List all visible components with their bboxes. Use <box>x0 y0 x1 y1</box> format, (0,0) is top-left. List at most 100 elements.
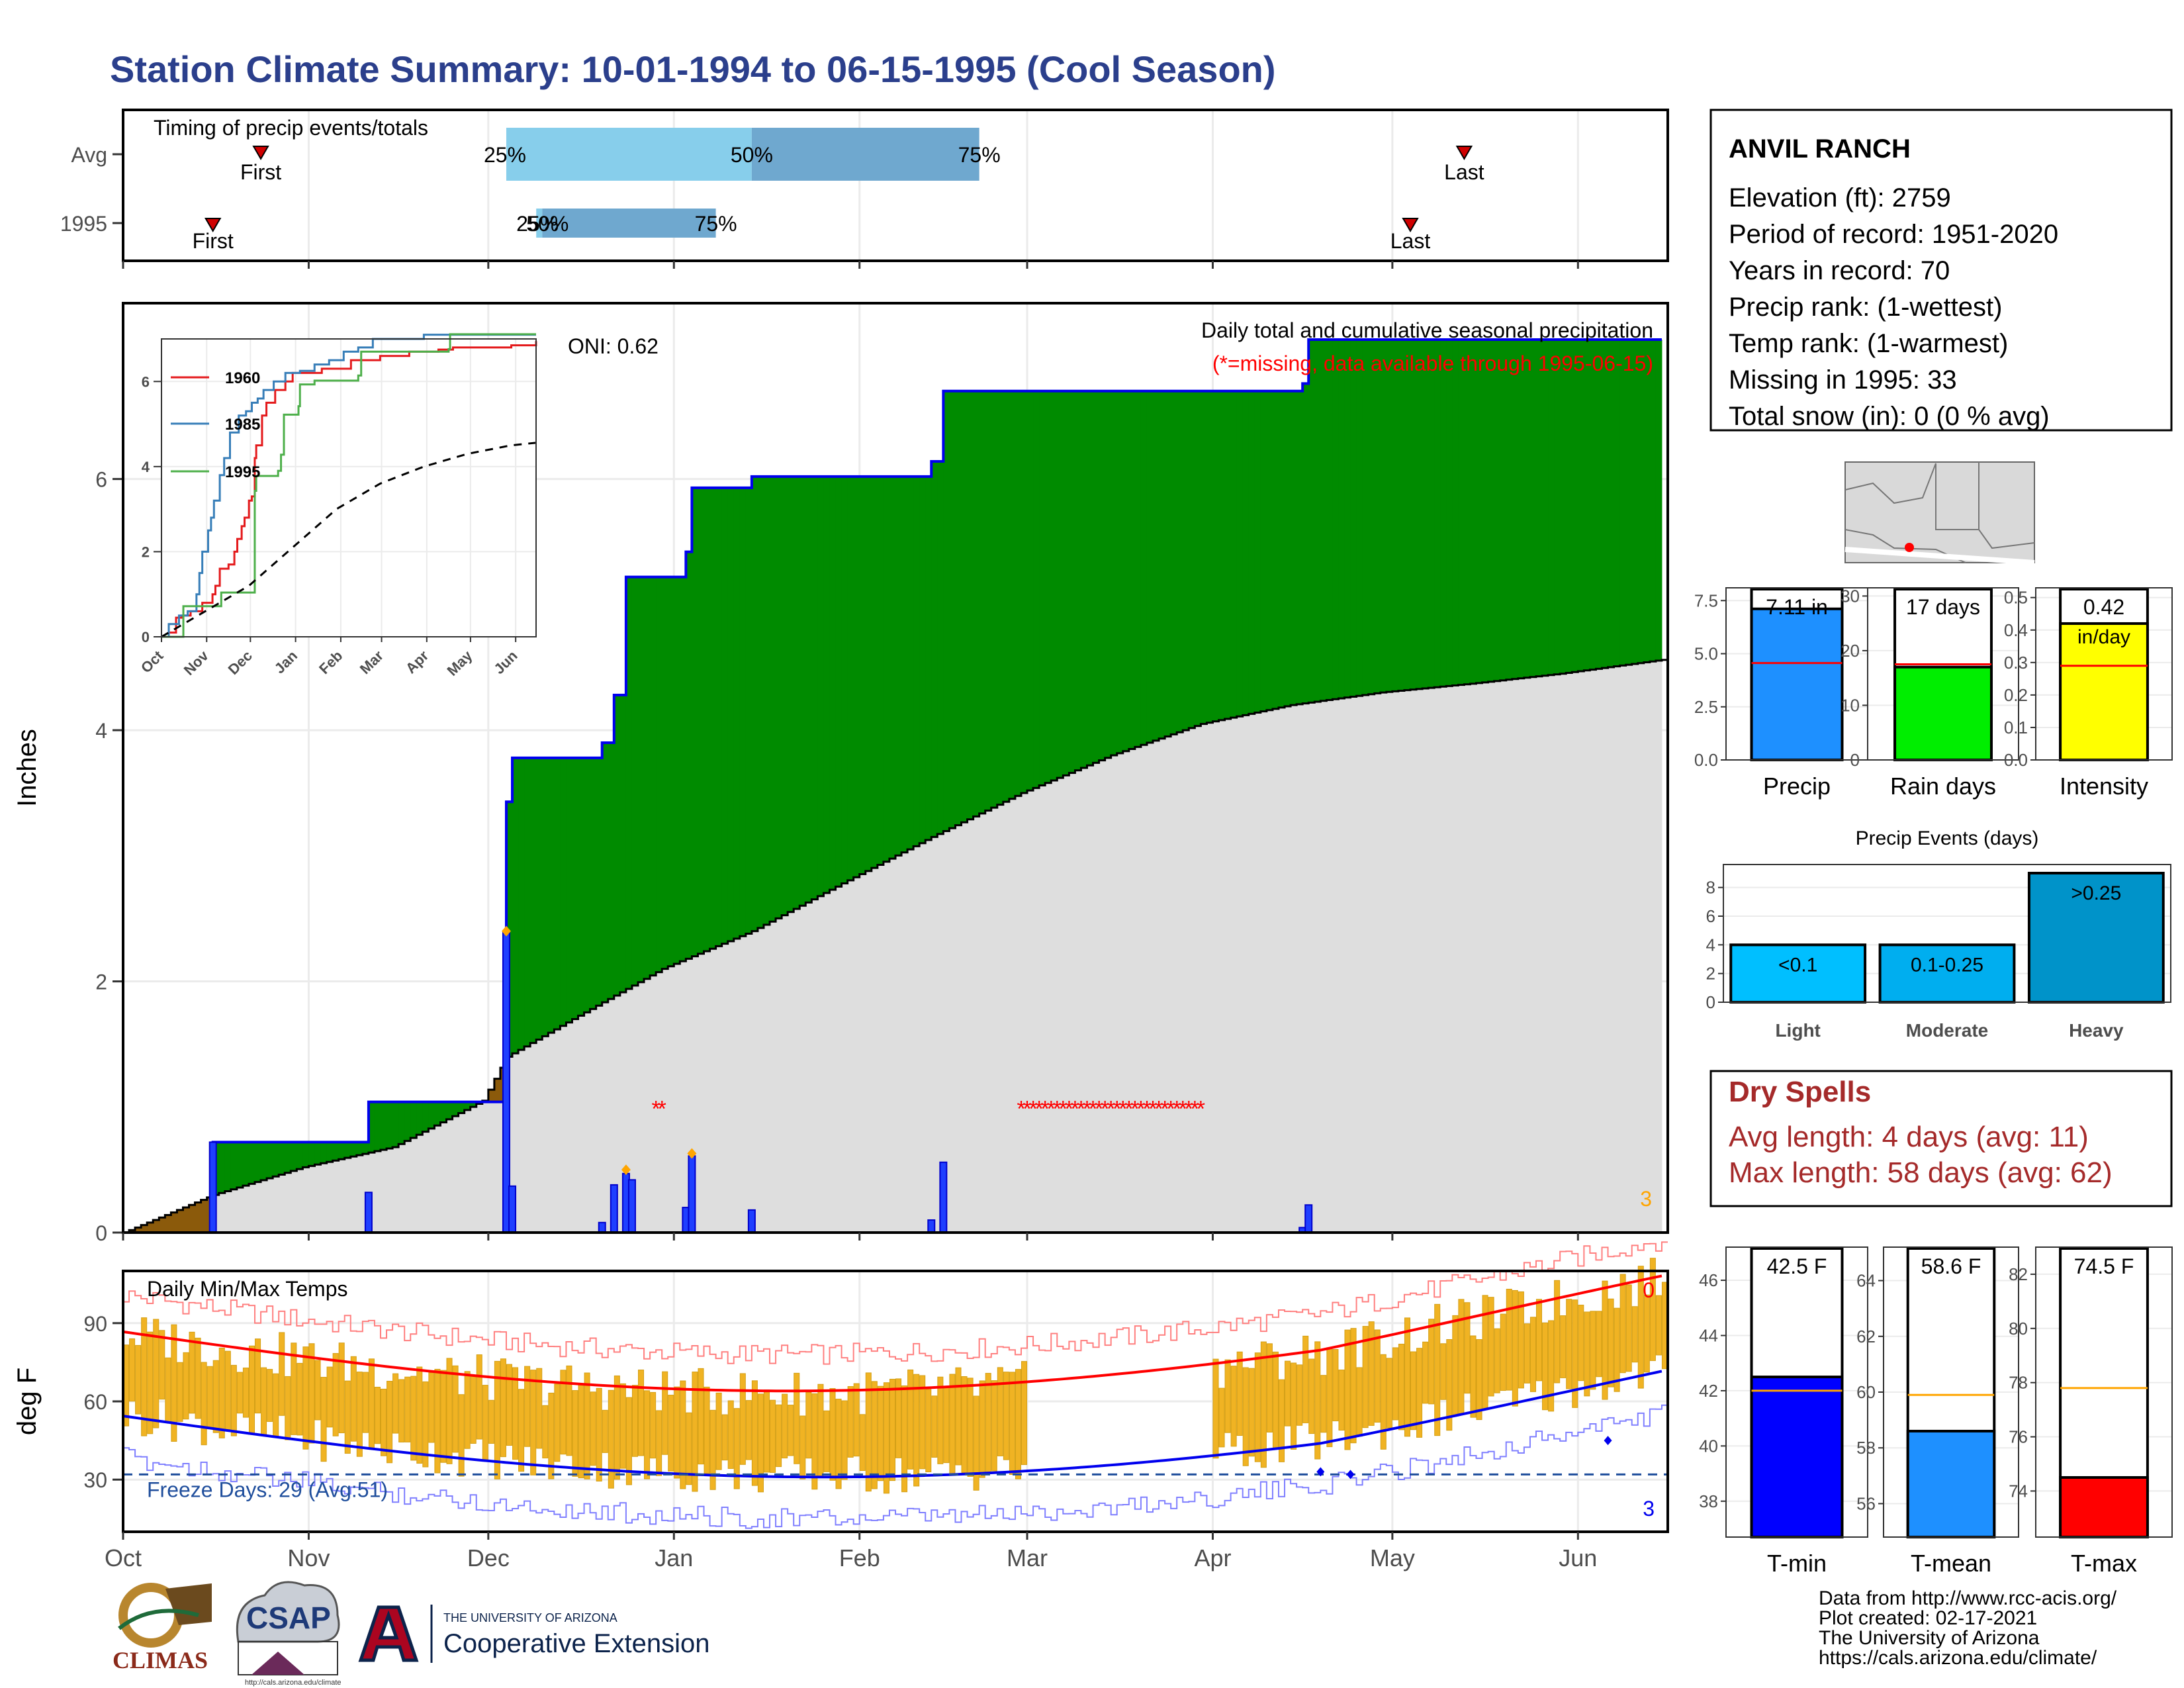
normal-fill-day <box>1165 736 1171 1233</box>
footer-line-created: Plot created: 02-17-2021 <box>1819 1607 2037 1629</box>
surplus-fill-day <box>973 391 980 817</box>
surplus-fill-day <box>757 476 764 928</box>
normal-fill-day <box>931 837 938 1233</box>
daily-temp-range-bar <box>1524 1323 1530 1383</box>
daily-precip-bar <box>508 1185 517 1234</box>
normal-fill-day <box>925 840 932 1233</box>
daily-temp-range-bar <box>1482 1295 1488 1409</box>
surplus-fill-day <box>1602 340 1609 669</box>
daily-temp-range-bar <box>919 1375 926 1470</box>
daily-temp-range-bar <box>943 1386 950 1464</box>
surplus-fill-day <box>1464 340 1471 684</box>
normal-fill-day <box>1392 691 1399 1233</box>
surplus-fill-day <box>698 487 705 954</box>
normal-fill-day <box>794 909 800 1233</box>
surplus-fill-day <box>1494 340 1501 681</box>
surplus-fill-day <box>267 1142 273 1179</box>
daily-precip-bar <box>939 1161 948 1233</box>
surplus-fill-day <box>776 476 782 919</box>
daily-temp-range-bar <box>782 1393 788 1459</box>
missing-data-marker: * <box>1130 1096 1139 1121</box>
normal-fill-day <box>560 1025 567 1233</box>
surplus-fill-day <box>1212 391 1220 722</box>
tmin-summary-value-bar <box>1750 1376 1844 1538</box>
dry-spells-panel: Dry Spells Avg length: 4 days (avg: 11) … <box>1709 1070 2173 1207</box>
rain-days-y-tick-label: 10 <box>1841 695 1860 715</box>
tmax-summary-mini-chart: 74 76 78 80 82 74.5 F T-max <box>2009 1246 2173 1577</box>
surplus-fill-day <box>338 1142 345 1160</box>
daily-temp-range-bar <box>320 1377 327 1462</box>
daily-temp-range-bar <box>895 1378 902 1458</box>
missing-data-marker: * <box>1023 1096 1031 1121</box>
normal-fill-day <box>625 988 633 1233</box>
surplus-fill-day <box>1643 340 1651 663</box>
surplus-fill-day <box>1105 391 1112 758</box>
normal-fill-day <box>530 1043 537 1233</box>
normal-fill-day <box>1291 705 1297 1233</box>
surplus-fill-day <box>1057 391 1064 778</box>
surplus-fill-day <box>662 577 668 969</box>
deficit-fill-day <box>488 1090 495 1102</box>
surplus-fill-day <box>799 476 806 906</box>
tmax-summary-value-bar <box>2059 1476 2149 1538</box>
daily-precip-bar <box>364 1192 373 1234</box>
normal-fill-day <box>1224 719 1232 1233</box>
daily-temp-range-bar <box>560 1370 567 1455</box>
surplus-fill-day <box>859 476 866 874</box>
surplus-fill-day <box>524 757 531 1047</box>
surplus-fill-day <box>782 476 788 915</box>
surplus-fill-day <box>536 757 543 1040</box>
deficit-fill-day <box>153 1220 159 1233</box>
daily-temp-range-bar <box>566 1365 572 1456</box>
location-map <box>1844 461 2035 565</box>
surplus-fill-day <box>224 1142 232 1192</box>
missing-data-marker: * <box>1028 1096 1037 1121</box>
normal-fill-day <box>590 1009 597 1233</box>
daily-precip-bar <box>688 1155 696 1234</box>
normal-fill-day <box>1134 747 1142 1233</box>
surplus-fill-day <box>913 476 920 847</box>
surplus-fill-day <box>255 1142 261 1182</box>
daily-temp-range-bar <box>608 1389 614 1489</box>
normal-fill-day <box>835 886 842 1233</box>
surplus-fill-day <box>1027 391 1034 791</box>
daily-temp-range-bar <box>967 1378 974 1477</box>
normal-fill-day <box>895 855 902 1233</box>
normal-fill-day <box>308 1166 315 1233</box>
intensity-y-tick-label: 0.1 <box>2004 718 2028 737</box>
inset-border <box>161 338 537 637</box>
normal-fill-day <box>1116 753 1124 1233</box>
intensity-value-label: 0.42 <box>2083 595 2124 619</box>
normal-fill-day <box>1608 667 1615 1233</box>
daily-temp-range-bar <box>201 1362 207 1446</box>
daily-precip-bar <box>627 1179 636 1233</box>
daily-temp-range-bar <box>296 1362 303 1436</box>
surplus-fill-day <box>1566 340 1572 673</box>
timing-1995-q25-q50-bar <box>536 209 543 238</box>
surplus-fill-day <box>721 487 729 944</box>
normal-fill-day <box>1332 699 1339 1233</box>
timing-avg-last-label: Last <box>1444 160 1484 184</box>
surplus-fill-day <box>332 1142 340 1161</box>
normal-cumulative-line <box>123 659 1668 1234</box>
surplus-fill-day <box>865 476 872 871</box>
station-location-marker <box>1905 543 1914 552</box>
tmin-summary-y-tick-label: 42 <box>1699 1381 1718 1401</box>
daily-temp-range-bar <box>518 1389 525 1472</box>
surplus-fill-day <box>1201 391 1207 724</box>
tmax-summary-y-tick-label: 80 <box>2009 1319 2028 1338</box>
normal-fill-day <box>1320 700 1327 1233</box>
normal-fill-day <box>291 1170 297 1233</box>
surplus-fill-day <box>967 391 974 820</box>
surplus-fill-day <box>261 1142 267 1180</box>
surplus-fill-day <box>817 476 824 896</box>
month-axis-label: Nov <box>287 1544 330 1571</box>
intensity-y-tick-label: 0.3 <box>2004 653 2028 673</box>
missing-data-marker: * <box>1191 1096 1199 1121</box>
daily-precip-bar <box>1304 1204 1313 1233</box>
trace-diamond-marker <box>687 1148 697 1159</box>
normal-fill-day <box>1195 726 1201 1233</box>
normal-fill-day <box>332 1160 340 1233</box>
inset-legend-label: 1995 <box>225 463 260 481</box>
daily-temp-range-bar <box>1506 1288 1512 1391</box>
